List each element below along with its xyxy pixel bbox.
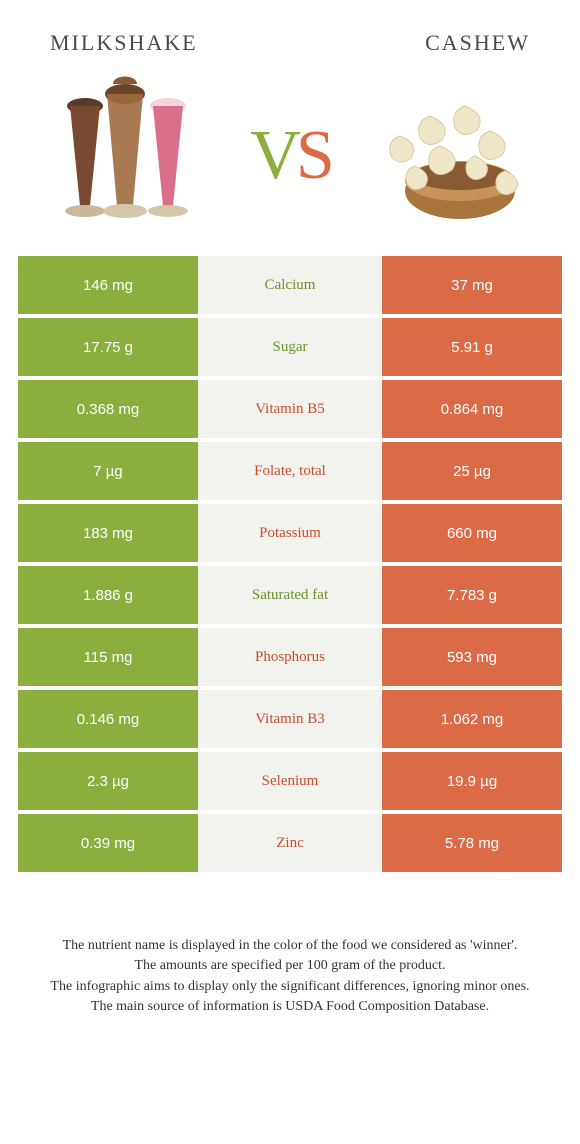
- nutrient-label: Potassium: [198, 504, 382, 562]
- left-value: 1.886 g: [18, 566, 198, 624]
- cashew-image: [370, 76, 540, 236]
- nutrient-table: 146 mgCalcium37 mg17.75 gSugar5.91 g0.36…: [0, 256, 580, 872]
- right-value: 37 mg: [382, 256, 562, 314]
- right-value: 0.864 mg: [382, 380, 562, 438]
- table-row: 0.146 mgVitamin B31.062 mg: [18, 690, 562, 748]
- table-row: 1.886 gSaturated fat7.783 g: [18, 566, 562, 624]
- vs-v: V: [250, 117, 296, 194]
- left-value: 146 mg: [18, 256, 198, 314]
- vs-label: VS: [250, 116, 330, 196]
- right-value: 5.91 g: [382, 318, 562, 376]
- table-row: 17.75 gSugar5.91 g: [18, 318, 562, 376]
- right-value: 593 mg: [382, 628, 562, 686]
- nutrient-label: Vitamin B3: [198, 690, 382, 748]
- footer-line: The main source of information is USDA F…: [30, 997, 550, 1017]
- left-value: 0.368 mg: [18, 380, 198, 438]
- table-row: 183 mgPotassium660 mg: [18, 504, 562, 562]
- left-value: 0.146 mg: [18, 690, 198, 748]
- nutrient-label: Selenium: [198, 752, 382, 810]
- left-value: 7 µg: [18, 442, 198, 500]
- table-row: 7 µgFolate, total25 µg: [18, 442, 562, 500]
- nutrient-label: Zinc: [198, 814, 382, 872]
- table-row: 0.368 mgVitamin B50.864 mg: [18, 380, 562, 438]
- nutrient-label: Folate, total: [198, 442, 382, 500]
- hero: VS: [0, 66, 580, 256]
- footer-line: The nutrient name is displayed in the co…: [30, 936, 550, 956]
- footer-notes: The nutrient name is displayed in the co…: [0, 876, 580, 1037]
- table-row: 2.3 µgSelenium19.9 µg: [18, 752, 562, 810]
- left-value: 115 mg: [18, 628, 198, 686]
- milkshake-image: [40, 76, 210, 236]
- nutrient-label: Sugar: [198, 318, 382, 376]
- title-right: Cashew: [425, 30, 530, 56]
- left-value: 183 mg: [18, 504, 198, 562]
- right-value: 19.9 µg: [382, 752, 562, 810]
- nutrient-label: Calcium: [198, 256, 382, 314]
- footer-line: The amounts are specified per 100 gram o…: [30, 956, 550, 976]
- table-row: 0.39 mgZinc5.78 mg: [18, 814, 562, 872]
- right-value: 1.062 mg: [382, 690, 562, 748]
- table-row: 146 mgCalcium37 mg: [18, 256, 562, 314]
- table-row: 115 mgPhosphorus593 mg: [18, 628, 562, 686]
- right-value: 7.783 g: [382, 566, 562, 624]
- right-value: 5.78 mg: [382, 814, 562, 872]
- left-value: 2.3 µg: [18, 752, 198, 810]
- header: Milkshake Cashew: [0, 0, 580, 66]
- nutrient-label: Saturated fat: [198, 566, 382, 624]
- left-value: 17.75 g: [18, 318, 198, 376]
- vs-s: S: [296, 117, 330, 194]
- left-value: 0.39 mg: [18, 814, 198, 872]
- nutrient-label: Vitamin B5: [198, 380, 382, 438]
- right-value: 660 mg: [382, 504, 562, 562]
- footer-line: The infographic aims to display only the…: [30, 977, 550, 997]
- nutrient-label: Phosphorus: [198, 628, 382, 686]
- title-left: Milkshake: [50, 30, 198, 56]
- right-value: 25 µg: [382, 442, 562, 500]
